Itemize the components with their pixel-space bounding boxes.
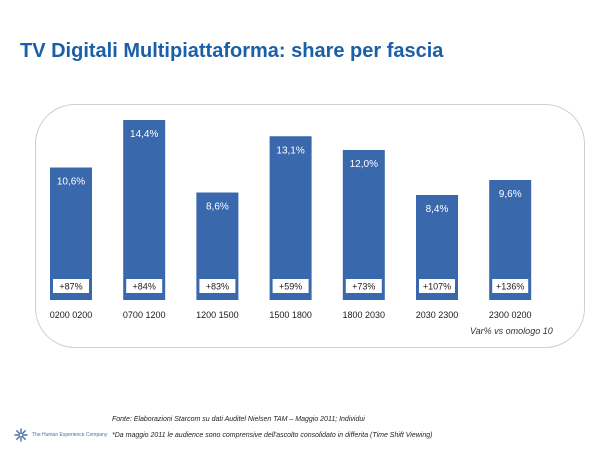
bar: [123, 120, 166, 300]
variation-label: +87%: [59, 282, 82, 292]
bar-value-label: 9,6%: [499, 189, 522, 200]
variation-legend-note: Var% vs omologo 10: [470, 326, 553, 336]
company-logo: The Human Experience Company: [14, 428, 107, 442]
variation-box: [53, 279, 89, 293]
variation-label: +136%: [496, 282, 524, 292]
variation-label: +59%: [279, 282, 302, 292]
variation-label: +73%: [352, 282, 375, 292]
page-title: TV Digitali Multipiattaforma: share per …: [20, 40, 444, 62]
bar-value-label: 13,1%: [276, 145, 304, 156]
variation-label: +84%: [133, 282, 156, 292]
category-label: 0700 1200: [123, 310, 166, 320]
variation-box: [272, 279, 309, 293]
bar-value-label: 14,4%: [130, 129, 158, 140]
variation-box: [126, 279, 163, 293]
bar-value-label: 12,0%: [350, 159, 378, 170]
variation-box: [492, 279, 529, 293]
category-label: 1800 2030: [343, 310, 386, 320]
bar-value-label: 10,6%: [57, 177, 85, 188]
category-label: 2030 2300: [416, 310, 459, 320]
variation-box: [419, 279, 455, 293]
bar: [269, 136, 312, 300]
footnote: *Da maggio 2011 le audience sono compren…: [112, 432, 433, 439]
category-label: 1200 1500: [196, 310, 239, 320]
bar: [342, 150, 385, 300]
bar-value-label: 8,4%: [426, 204, 449, 215]
variation-label: +107%: [423, 282, 451, 292]
category-label: 0200 0200: [50, 310, 93, 320]
chart-frame: [35, 104, 585, 348]
bar: [50, 167, 92, 300]
variation-box: [345, 279, 382, 293]
source-note: Fonte: Elaborazioni Starcom su dati Audi…: [112, 416, 365, 423]
variation-box: [199, 279, 236, 293]
company-logo-text: The Human Experience Company: [32, 432, 108, 438]
variation-label: +83%: [206, 282, 229, 292]
category-label: 2300 0200: [489, 310, 532, 320]
starburst-icon: [14, 428, 28, 442]
category-label: 1500 1800: [269, 310, 312, 320]
bar-value-label: 8,6%: [206, 202, 229, 213]
